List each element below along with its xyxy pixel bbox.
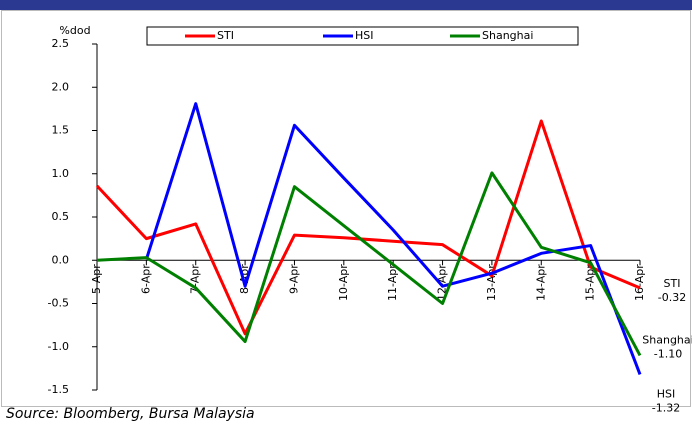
x-tick-label: 14-Apr (534, 264, 547, 301)
x-tick-label: 16-Apr (633, 264, 646, 301)
legend-label: Shanghai (482, 29, 533, 42)
x-tick-label: 11-Apr (386, 264, 399, 301)
source: Source: Bloomberg, Bursa Malaysia (6, 406, 255, 422)
series-line (95, 119, 641, 336)
y-tick-label: 0.5 (52, 210, 70, 223)
y-tick-label: 2.5 (52, 37, 70, 50)
x-tick-label: 10-Apr (337, 264, 350, 301)
end-label-value: -0.32 (658, 291, 686, 304)
end-label-value: -1.32 (652, 401, 680, 414)
legend (146, 26, 579, 46)
y-tick-label: 2.0 (52, 80, 70, 93)
legend-label: STI (217, 29, 234, 42)
y-tick-label: -1.5 (48, 383, 69, 396)
frame (1, 10, 691, 407)
series-line (144, 102, 642, 375)
legend-label: HSI (355, 29, 374, 42)
y-tick-label: 0.0 (52, 253, 70, 266)
y-tick-label: -1.0 (48, 340, 69, 353)
x-tick-label: 5-Apr (90, 264, 103, 294)
y-tick-label: -0.5 (48, 297, 69, 310)
x-tick-label: 6-Apr (139, 264, 152, 294)
end-label-value: -1.10 (654, 347, 682, 360)
y-tick-label: 1.5 (52, 124, 70, 137)
y-tick-label: 1.0 (52, 167, 70, 180)
x-tick-label: 9-Apr (287, 264, 300, 294)
x-tick-label: 13-Apr (485, 264, 498, 301)
header-band (0, 0, 692, 10)
x-tick-label: 15-Apr (584, 264, 597, 301)
end-label-name: Shanghai (642, 333, 692, 346)
end-label-name: HSI (657, 387, 676, 400)
end-label-name: STI (664, 277, 681, 290)
series-line (96, 171, 642, 357)
y-axis-label: %dod (59, 24, 90, 37)
x-tick-label: 12-Apr (436, 264, 449, 301)
